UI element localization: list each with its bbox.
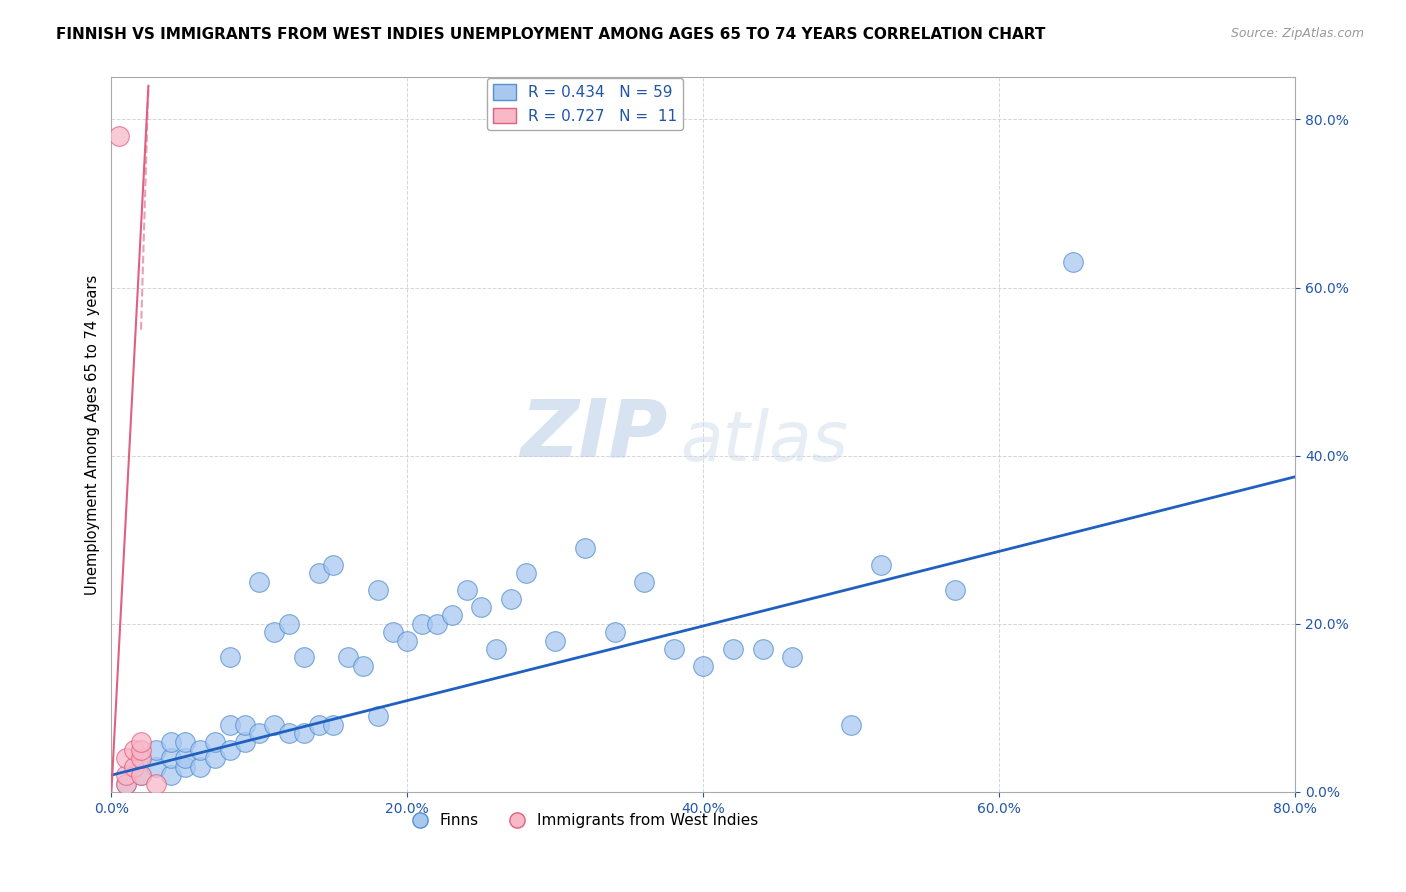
Point <box>174 760 197 774</box>
Point <box>662 642 685 657</box>
Point <box>381 625 404 640</box>
Point <box>544 633 567 648</box>
Point <box>247 574 270 589</box>
Y-axis label: Unemployment Among Ages 65 to 74 years: Unemployment Among Ages 65 to 74 years <box>86 275 100 595</box>
Point <box>367 709 389 723</box>
Point <box>129 751 152 765</box>
Text: atlas: atlas <box>679 409 848 475</box>
Point <box>145 743 167 757</box>
Point <box>115 776 138 790</box>
Point <box>263 717 285 731</box>
Point <box>129 751 152 765</box>
Point <box>129 768 152 782</box>
Point <box>292 726 315 740</box>
Point <box>188 743 211 757</box>
Point <box>218 717 240 731</box>
Point <box>943 583 966 598</box>
Point <box>115 776 138 790</box>
Point <box>233 734 256 748</box>
Point <box>470 600 492 615</box>
Point <box>603 625 626 640</box>
Point <box>174 734 197 748</box>
Point <box>308 717 330 731</box>
Point <box>174 751 197 765</box>
Point <box>440 608 463 623</box>
Point <box>115 768 138 782</box>
Point <box>485 642 508 657</box>
Point <box>204 751 226 765</box>
Point <box>159 751 181 765</box>
Point <box>367 583 389 598</box>
Point <box>145 760 167 774</box>
Text: Source: ZipAtlas.com: Source: ZipAtlas.com <box>1230 27 1364 40</box>
Point <box>122 743 145 757</box>
Point <box>396 633 419 648</box>
Point <box>159 768 181 782</box>
Point <box>278 726 301 740</box>
Point <box>456 583 478 598</box>
Text: ZIP: ZIP <box>520 396 668 474</box>
Point <box>633 574 655 589</box>
Point <box>499 591 522 606</box>
Point <box>108 129 131 144</box>
Point <box>751 642 773 657</box>
Point <box>218 650 240 665</box>
Point <box>247 726 270 740</box>
Point <box>352 658 374 673</box>
Point <box>188 760 211 774</box>
Point <box>780 650 803 665</box>
Point <box>263 625 285 640</box>
Legend: Finns, Immigrants from West Indies: Finns, Immigrants from West Indies <box>406 807 763 834</box>
Point <box>204 734 226 748</box>
Point <box>839 717 862 731</box>
Point <box>426 616 449 631</box>
Point <box>721 642 744 657</box>
Point <box>278 616 301 631</box>
Point <box>129 768 152 782</box>
Point <box>233 717 256 731</box>
Point <box>574 541 596 556</box>
Point <box>322 717 344 731</box>
Point <box>322 558 344 572</box>
Point <box>411 616 433 631</box>
Point <box>692 658 714 673</box>
Point <box>308 566 330 581</box>
Point <box>122 760 145 774</box>
Point <box>515 566 537 581</box>
Point <box>218 743 240 757</box>
Point <box>129 734 152 748</box>
Point <box>159 734 181 748</box>
Point <box>145 776 167 790</box>
Point <box>292 650 315 665</box>
Point <box>115 751 138 765</box>
Text: FINNISH VS IMMIGRANTS FROM WEST INDIES UNEMPLOYMENT AMONG AGES 65 TO 74 YEARS CO: FINNISH VS IMMIGRANTS FROM WEST INDIES U… <box>56 27 1046 42</box>
Point <box>337 650 360 665</box>
Point <box>129 743 152 757</box>
Point <box>870 558 893 572</box>
Point <box>1062 255 1084 269</box>
